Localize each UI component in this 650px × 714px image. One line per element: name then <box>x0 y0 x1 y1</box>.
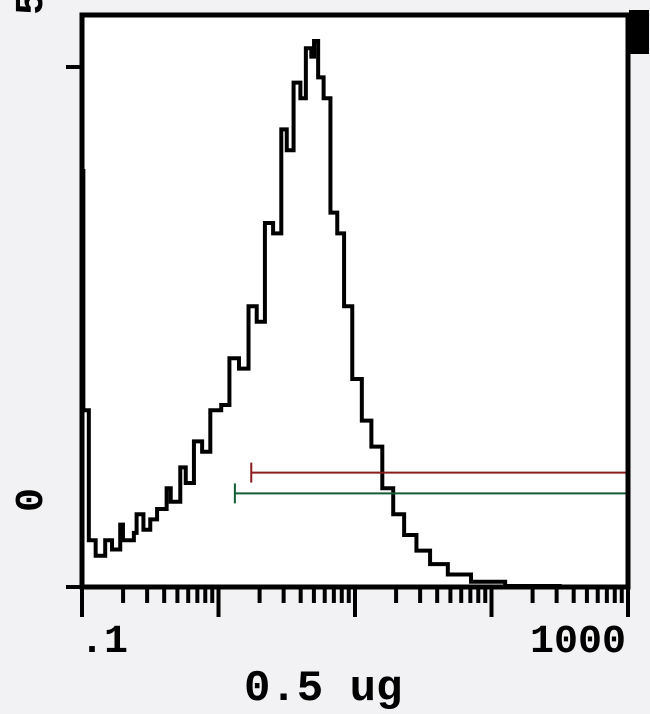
stage: 50 0 .1 1000 0.5 ug <box>0 0 650 713</box>
flow-histogram <box>0 0 650 713</box>
x-tick-label-max: 1000 <box>530 620 626 665</box>
y-tick-label-0: 0 <box>10 488 55 512</box>
corner-mark <box>629 10 649 54</box>
x-axis-title: 0.5 ug <box>244 664 402 714</box>
plot-bg <box>82 15 628 587</box>
x-tick-label-min: .1 <box>80 620 128 665</box>
y-tick-label-50: 50 <box>10 0 55 15</box>
